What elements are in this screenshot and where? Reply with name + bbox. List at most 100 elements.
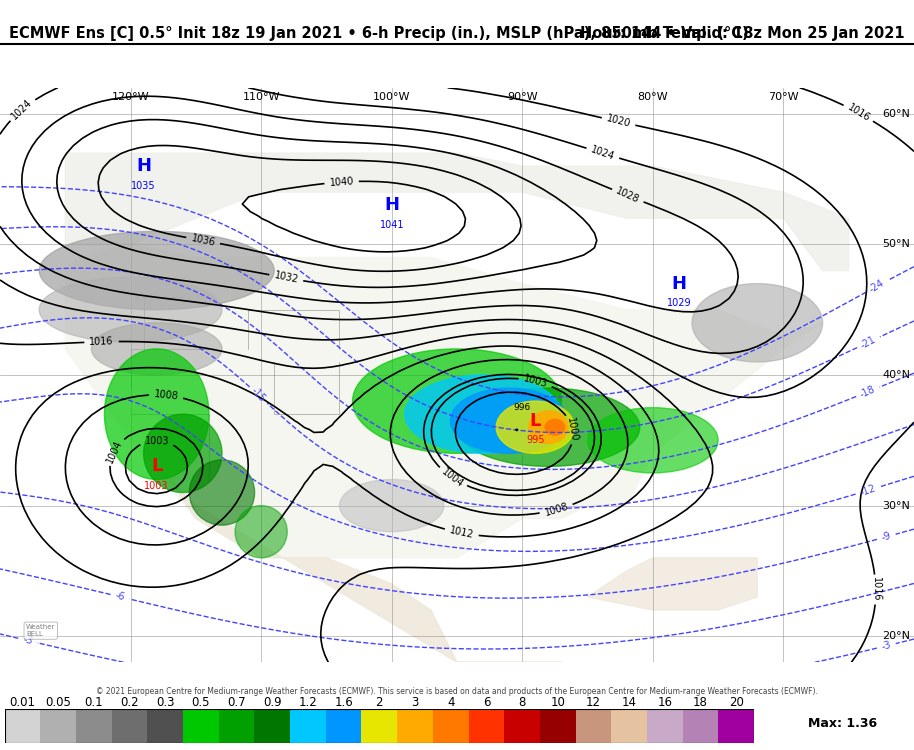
Ellipse shape xyxy=(143,414,222,493)
Text: 1024: 1024 xyxy=(10,98,35,122)
Ellipse shape xyxy=(235,506,287,558)
Ellipse shape xyxy=(39,231,274,310)
Text: 20: 20 xyxy=(728,696,744,709)
Text: 1003: 1003 xyxy=(144,436,169,446)
Bar xyxy=(433,709,469,742)
Bar xyxy=(290,709,325,742)
Text: 0.9: 0.9 xyxy=(263,696,282,709)
Text: 0.1: 0.1 xyxy=(84,696,103,709)
Text: L: L xyxy=(151,458,163,476)
Bar xyxy=(505,709,540,742)
Text: 1040: 1040 xyxy=(329,176,355,188)
Bar xyxy=(683,709,718,742)
Text: Weather
BELL: Weather BELL xyxy=(27,624,56,638)
Text: 1016: 1016 xyxy=(845,102,872,124)
Text: 1008: 1008 xyxy=(154,389,179,402)
Text: 1003: 1003 xyxy=(522,374,548,389)
Text: ECMWF Ens [C] 0.5° Init 18z 19 Jan 2021 • 6-h Precip (in.), MSLP (hPa), 850mb Te: ECMWF Ens [C] 0.5° Init 18z 19 Jan 2021 … xyxy=(9,26,749,41)
Text: -3: -3 xyxy=(22,634,34,646)
Ellipse shape xyxy=(588,408,718,473)
Ellipse shape xyxy=(545,419,565,435)
Polygon shape xyxy=(65,153,849,271)
Text: 1004: 1004 xyxy=(104,438,123,464)
Bar xyxy=(718,709,754,742)
Bar xyxy=(647,709,683,742)
Text: 50°N: 50°N xyxy=(882,239,910,250)
Ellipse shape xyxy=(189,460,255,525)
Text: 0.7: 0.7 xyxy=(228,696,246,709)
Text: 1024: 1024 xyxy=(590,145,616,162)
Bar xyxy=(398,709,433,742)
Text: -24: -24 xyxy=(867,278,887,295)
Text: 90°W: 90°W xyxy=(507,92,537,102)
Text: 1016: 1016 xyxy=(871,578,881,602)
Text: Hour: 144 • Valid: 18z Mon 25 Jan 2021: Hour: 144 • Valid: 18z Mon 25 Jan 2021 xyxy=(580,26,905,41)
Ellipse shape xyxy=(339,479,444,532)
Text: 8: 8 xyxy=(518,696,526,709)
Text: -12: -12 xyxy=(858,483,877,498)
Bar xyxy=(40,709,76,742)
Text: 1020: 1020 xyxy=(605,113,632,130)
Text: L: L xyxy=(529,412,541,430)
Ellipse shape xyxy=(104,349,209,479)
Bar xyxy=(218,709,254,742)
Ellipse shape xyxy=(529,411,568,443)
Bar xyxy=(254,709,290,742)
Text: 0.01: 0.01 xyxy=(9,696,36,709)
Text: 0.3: 0.3 xyxy=(156,696,175,709)
Text: 1000: 1000 xyxy=(566,416,579,442)
Text: 14: 14 xyxy=(622,696,637,709)
Text: 1.6: 1.6 xyxy=(335,696,353,709)
Text: 110°W: 110°W xyxy=(242,92,280,102)
Text: 1036: 1036 xyxy=(190,233,216,248)
Text: 2: 2 xyxy=(376,696,383,709)
Text: 80°W: 80°W xyxy=(638,92,668,102)
Bar xyxy=(147,709,183,742)
Text: H: H xyxy=(672,274,686,292)
Bar xyxy=(76,709,112,742)
Text: -21: -21 xyxy=(859,334,877,350)
Text: 1016: 1016 xyxy=(90,337,114,347)
Bar xyxy=(469,709,505,742)
Text: 996: 996 xyxy=(514,404,531,412)
Text: 100°W: 100°W xyxy=(373,92,410,102)
Ellipse shape xyxy=(692,284,823,362)
Bar xyxy=(325,709,361,742)
Text: 1032: 1032 xyxy=(273,271,299,285)
Text: 1003: 1003 xyxy=(144,481,169,491)
Text: 0.2: 0.2 xyxy=(120,696,139,709)
Text: 30°N: 30°N xyxy=(882,500,910,511)
Ellipse shape xyxy=(39,277,222,342)
Polygon shape xyxy=(170,479,561,662)
Bar xyxy=(576,709,611,742)
Text: 1029: 1029 xyxy=(666,298,691,308)
Text: 12: 12 xyxy=(586,696,600,709)
Text: -9: -9 xyxy=(880,530,892,543)
Ellipse shape xyxy=(353,349,561,453)
Text: 0.5: 0.5 xyxy=(192,696,210,709)
Text: -6: -6 xyxy=(114,591,126,603)
Bar xyxy=(183,709,218,742)
Text: 0.05: 0.05 xyxy=(45,696,71,709)
Bar xyxy=(112,709,147,742)
Text: H: H xyxy=(136,157,151,175)
Text: 16: 16 xyxy=(657,696,673,709)
Text: 40°N: 40°N xyxy=(882,370,910,380)
Ellipse shape xyxy=(451,388,568,453)
Text: 70°W: 70°W xyxy=(768,92,799,102)
Text: H: H xyxy=(384,196,399,214)
Text: 1035: 1035 xyxy=(132,181,156,190)
Text: 120°W: 120°W xyxy=(112,92,149,102)
Text: 1.2: 1.2 xyxy=(299,696,317,709)
Text: 1004: 1004 xyxy=(440,466,465,489)
Text: 995: 995 xyxy=(526,435,545,445)
Text: -18: -18 xyxy=(858,384,877,400)
Text: 6: 6 xyxy=(483,696,490,709)
Text: 3: 3 xyxy=(411,696,419,709)
Ellipse shape xyxy=(457,388,640,466)
Bar xyxy=(611,709,647,742)
Text: 1041: 1041 xyxy=(379,220,404,230)
Polygon shape xyxy=(65,244,823,558)
Text: 1028: 1028 xyxy=(614,186,641,206)
Bar xyxy=(361,709,398,742)
